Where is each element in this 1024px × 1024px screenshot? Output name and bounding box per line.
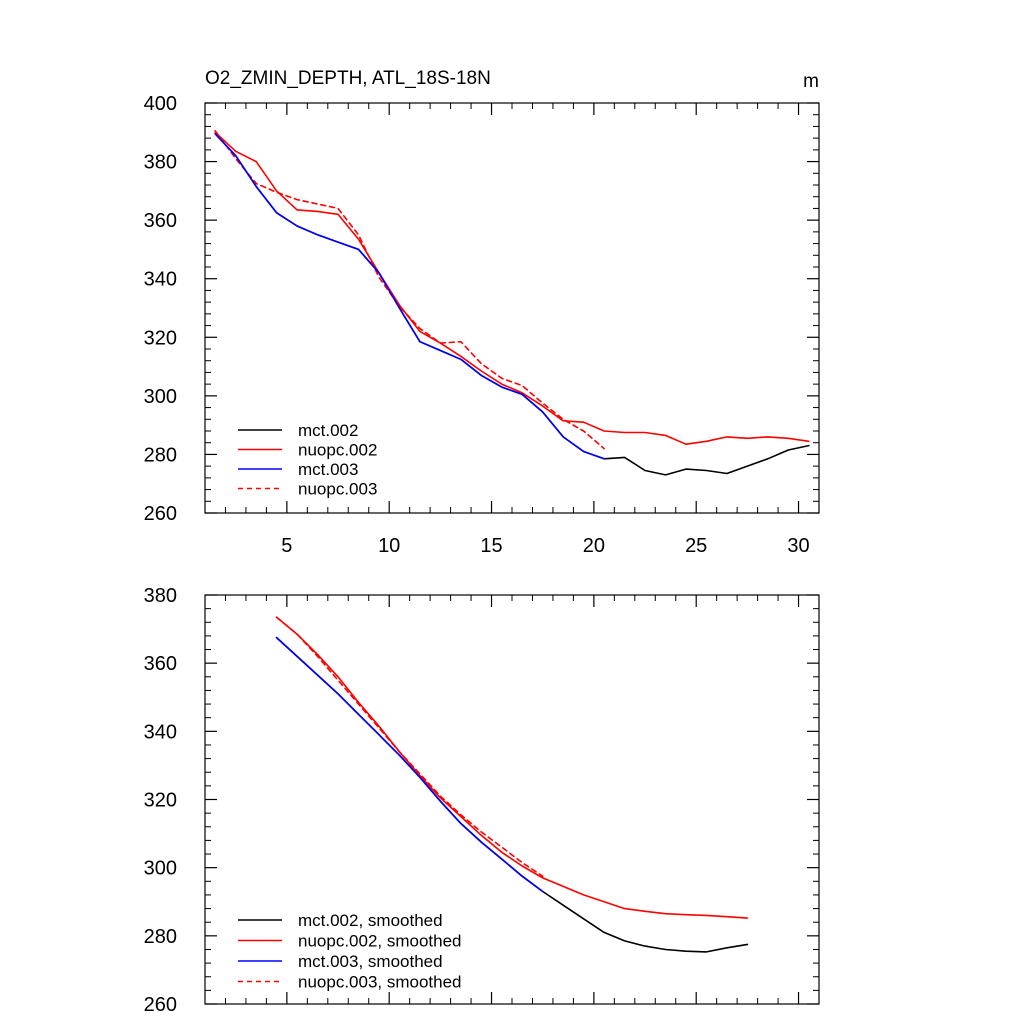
y-tick-label: 280 — [144, 926, 177, 948]
x-tick-label: 15 — [480, 535, 502, 557]
x-tick-label: 5 — [281, 535, 292, 557]
x-tick-label: 25 — [685, 535, 707, 557]
series-line-nuopc-002 — [214, 131, 810, 446]
y-tick-label: 260 — [144, 503, 177, 525]
legend-label: mct.002 — [298, 421, 358, 440]
y-tick-label: 320 — [144, 790, 177, 812]
chart-title: O2_ZMIN_DEPTH, ATL_18S-18N — [205, 68, 491, 89]
y-tick-label: 360 — [144, 653, 177, 675]
y-tick-label: 280 — [144, 444, 177, 466]
legend-label: nuopc.003, smoothed — [298, 973, 462, 992]
series-line-nuopc-002-smoothed — [275, 616, 749, 919]
y-tick-label: 320 — [144, 327, 177, 349]
bottom-panel: 260 280 300 320 340 360 380 mct.002, smoothed nu… — [144, 585, 820, 1016]
legend-label: mct.002, smoothed — [298, 911, 443, 930]
y-tick-label: 340 — [144, 269, 177, 291]
y-tick-label: 360 — [144, 210, 177, 232]
y-tick-label: 380 — [144, 152, 177, 174]
series-line-mct-003 — [214, 133, 605, 460]
y-tick-label: 340 — [144, 721, 177, 743]
series-line-mct-003-smoothed — [275, 636, 544, 893]
series-line-nuopc-003 — [214, 130, 605, 450]
x-tick-label: 30 — [787, 535, 809, 557]
y-tick-label: 300 — [144, 858, 177, 880]
x-tick-label: 10 — [378, 535, 400, 557]
legend-label: mct.003 — [298, 460, 358, 479]
series-line-mct-002-smoothed — [275, 636, 749, 953]
legend-label: mct.003, smoothed — [298, 952, 443, 971]
y-tick-label: 380 — [144, 585, 177, 607]
legend-label: nuopc.002 — [298, 441, 377, 460]
y-tick-label: 400 — [144, 93, 177, 115]
units-label: m — [803, 71, 819, 92]
top-panel: 5 10 15 20 25 30 260 280 300 320 340 360 380 400 O2_ZM… — [144, 68, 820, 557]
y-tick-label: 300 — [144, 386, 177, 408]
series-line-nuopc-003-smoothed — [275, 616, 544, 878]
legend-label: nuopc.003 — [298, 480, 377, 499]
legend-label: nuopc.002, smoothed — [298, 932, 462, 951]
y-tick-label: 260 — [144, 994, 177, 1016]
x-tick-label: 20 — [583, 535, 605, 557]
